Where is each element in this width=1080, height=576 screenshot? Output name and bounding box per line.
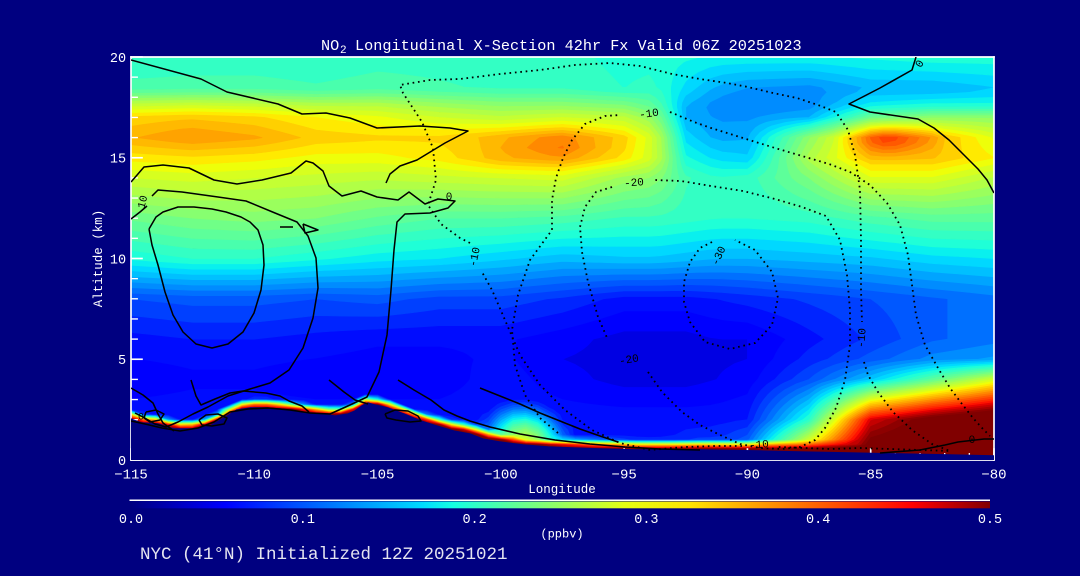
svg-text:2: 2 bbox=[340, 45, 347, 57]
svg-text:−85: −85 bbox=[858, 467, 883, 483]
svg-text:0: 0 bbox=[118, 455, 126, 470]
svg-text:Longitudinal X-Section 42hr F: Longitudinal X-Section 42hr Fx Valid 06Z… bbox=[355, 37, 802, 55]
svg-text:10: 10 bbox=[136, 194, 151, 210]
svg-text:0: 0 bbox=[968, 435, 976, 448]
svg-text:Longitude: Longitude bbox=[528, 483, 596, 497]
svg-text:−105: −105 bbox=[361, 467, 395, 483]
svg-text:0.4: 0.4 bbox=[806, 513, 830, 528]
svg-text:NYC (41°N) Initialized 12Z 202: NYC (41°N) Initialized 12Z 20251021 bbox=[140, 545, 508, 565]
svg-text:0.1: 0.1 bbox=[291, 513, 315, 528]
svg-text:0: 0 bbox=[914, 59, 928, 71]
svg-text:-20: -20 bbox=[624, 177, 645, 191]
svg-text:0.3: 0.3 bbox=[634, 513, 658, 528]
svg-text:−95: −95 bbox=[612, 467, 637, 483]
svg-text:20: 20 bbox=[110, 52, 126, 67]
svg-text:0: 0 bbox=[138, 412, 144, 423]
svg-text:5: 5 bbox=[118, 354, 126, 369]
svg-text:-20: -20 bbox=[618, 353, 640, 368]
svg-text:(ppbv): (ppbv) bbox=[540, 528, 583, 542]
svg-text:0.2: 0.2 bbox=[462, 513, 486, 528]
svg-text:−100: −100 bbox=[484, 467, 518, 483]
svg-text:0: 0 bbox=[446, 192, 453, 204]
svg-text:−80: −80 bbox=[981, 467, 1006, 483]
svg-text:-10: -10 bbox=[638, 108, 659, 123]
svg-text:−90: −90 bbox=[735, 467, 760, 483]
svg-text:0.0: 0.0 bbox=[119, 513, 143, 528]
svg-text:−115: −115 bbox=[114, 467, 148, 483]
svg-text:0.5: 0.5 bbox=[978, 513, 1002, 528]
svg-text:-10: -10 bbox=[749, 439, 770, 453]
svg-text:10: 10 bbox=[110, 253, 126, 268]
svg-text:15: 15 bbox=[110, 153, 126, 168]
svg-text:-10: -10 bbox=[856, 328, 870, 349]
svg-text:-10: -10 bbox=[468, 246, 484, 268]
svg-text:NO: NO bbox=[321, 37, 339, 55]
svg-text:−110: −110 bbox=[237, 467, 271, 483]
svg-text:Altitude (km): Altitude (km) bbox=[92, 210, 106, 308]
